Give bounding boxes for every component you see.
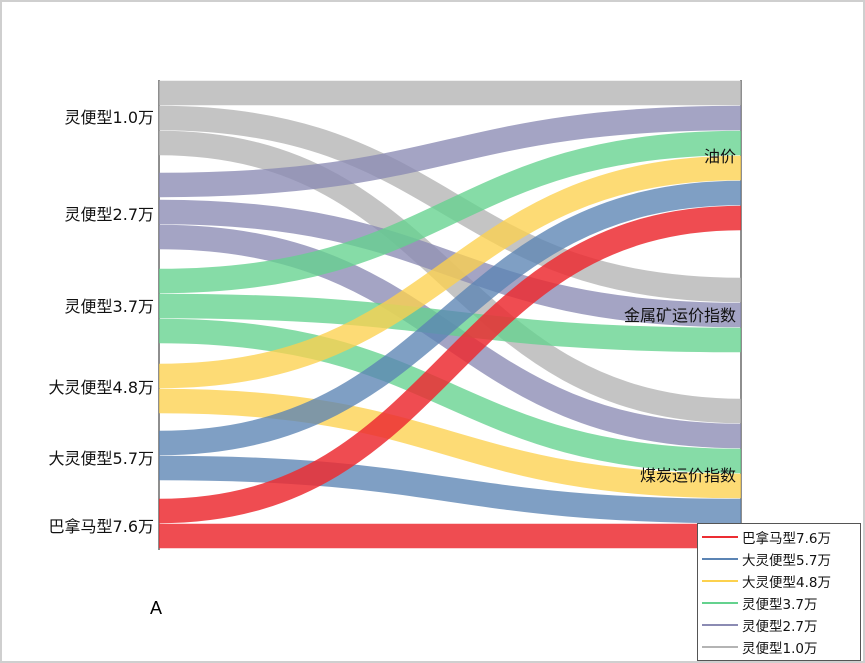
flow-link bbox=[158, 455, 742, 524]
legend-item: 灵便型1.0万 bbox=[698, 636, 860, 658]
legend-item: 大灵便型5.7万 bbox=[698, 548, 860, 570]
flow-link bbox=[158, 205, 742, 524]
flow-link bbox=[158, 224, 742, 449]
legend-swatch bbox=[702, 580, 738, 582]
legend-swatch bbox=[702, 536, 738, 538]
legend-item: 灵便型2.7万 bbox=[698, 614, 860, 636]
source-label: 灵便型2.7万 bbox=[65, 205, 154, 224]
flow-link bbox=[158, 130, 742, 294]
target-label: 煤炭运价指数 bbox=[640, 466, 736, 485]
target-label: 金属矿运价指数 bbox=[624, 306, 736, 325]
legend-label: 巴拿马型7.6万 bbox=[742, 531, 831, 547]
legend-item: 灵便型3.7万 bbox=[698, 592, 860, 614]
legend-item: 巴拿马型7.6万 bbox=[698, 526, 860, 548]
legend-swatch bbox=[702, 624, 738, 626]
legend-swatch bbox=[702, 602, 738, 604]
source-label: 大灵便型4.8万 bbox=[49, 378, 154, 397]
legend-swatch bbox=[702, 646, 738, 648]
flow-link bbox=[158, 155, 742, 389]
legend-label: 灵便型2.7万 bbox=[742, 619, 818, 635]
source-label: 灵便型1.0万 bbox=[65, 108, 154, 127]
source-label: 巴拿马型7.6万 bbox=[49, 517, 154, 536]
flow-link bbox=[158, 105, 742, 198]
flow-link bbox=[158, 180, 742, 456]
source-label: 灵便型3.7万 bbox=[65, 297, 154, 316]
panel-label: A bbox=[150, 598, 163, 618]
legend-label: 灵便型3.7万 bbox=[742, 597, 818, 613]
flow-group bbox=[158, 80, 742, 549]
legend: 巴拿马型7.6万 大灵便型5.7万 大灵便型4.8万 灵便型3.7万 灵便型2.7万 灵便… bbox=[697, 523, 861, 661]
flow-link bbox=[158, 388, 742, 499]
legend-item: 大灵便型4.8万 bbox=[698, 570, 860, 592]
legend-label: 灵便型1.0万 bbox=[742, 641, 818, 657]
flow-link bbox=[158, 318, 742, 474]
legend-label: 大灵便型4.8万 bbox=[742, 575, 831, 591]
legend-swatch bbox=[702, 558, 738, 560]
target-label: 油价 bbox=[704, 147, 736, 166]
legend-label: 大灵便型5.7万 bbox=[742, 553, 831, 569]
source-label: 大灵便型5.7万 bbox=[49, 449, 154, 468]
